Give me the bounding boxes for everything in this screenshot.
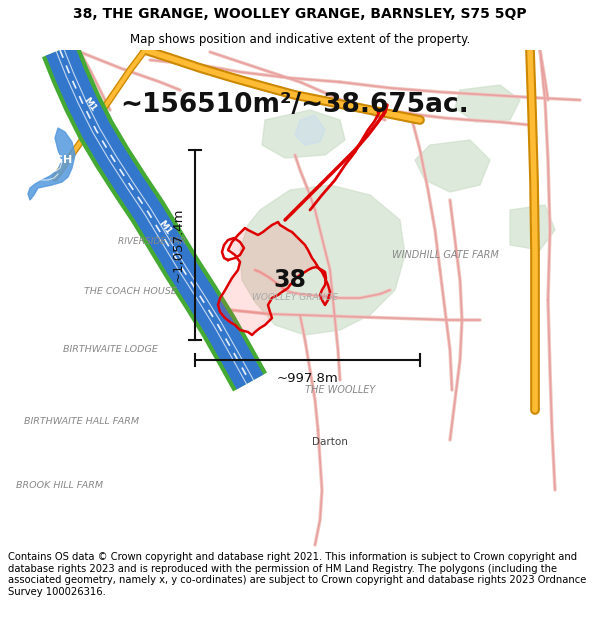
Text: Darton: Darton bbox=[312, 437, 348, 447]
Text: ~997.8m: ~997.8m bbox=[277, 372, 338, 385]
Text: Contains OS data © Crown copyright and database right 2021. This information is : Contains OS data © Crown copyright and d… bbox=[8, 552, 586, 597]
Text: M1: M1 bbox=[157, 219, 173, 237]
Text: ~156510m²/~38.675ac.: ~156510m²/~38.675ac. bbox=[121, 92, 469, 118]
Text: BIRTHWAITE HALL FARM: BIRTHWAITE HALL FARM bbox=[25, 418, 140, 426]
Text: 38, THE GRANGE, WOOLLEY GRANGE, BARNSLEY, S75 5QP: 38, THE GRANGE, WOOLLEY GRANGE, BARNSLEY… bbox=[73, 7, 527, 21]
Polygon shape bbox=[218, 222, 330, 335]
Polygon shape bbox=[240, 185, 405, 335]
Text: WINDHILL GATE FARM: WINDHILL GATE FARM bbox=[392, 250, 499, 260]
Text: WOOLLEY GRANGE: WOOLLEY GRANGE bbox=[252, 292, 338, 301]
Text: THE COACH HOUSE: THE COACH HOUSE bbox=[83, 288, 176, 296]
Text: 38: 38 bbox=[274, 268, 307, 292]
Text: RIVERSIDE FAR: RIVERSIDE FAR bbox=[118, 238, 186, 246]
Text: ~1,057.4m: ~1,057.4m bbox=[172, 208, 185, 282]
Polygon shape bbox=[510, 205, 555, 250]
Text: BIRTHWAITE LODGE: BIRTHWAITE LODGE bbox=[62, 346, 157, 354]
Text: Map shows position and indicative extent of the property.: Map shows position and indicative extent… bbox=[130, 32, 470, 46]
Text: M1: M1 bbox=[82, 96, 98, 114]
Polygon shape bbox=[415, 140, 490, 192]
Polygon shape bbox=[262, 110, 345, 158]
Text: THE WOOLLEY: THE WOOLLEY bbox=[305, 385, 375, 395]
Polygon shape bbox=[295, 115, 325, 145]
Polygon shape bbox=[455, 85, 520, 122]
Polygon shape bbox=[28, 128, 75, 200]
Text: BROOK HILL FARM: BROOK HILL FARM bbox=[16, 481, 104, 489]
Text: HAIGH: HAIGH bbox=[32, 155, 72, 165]
